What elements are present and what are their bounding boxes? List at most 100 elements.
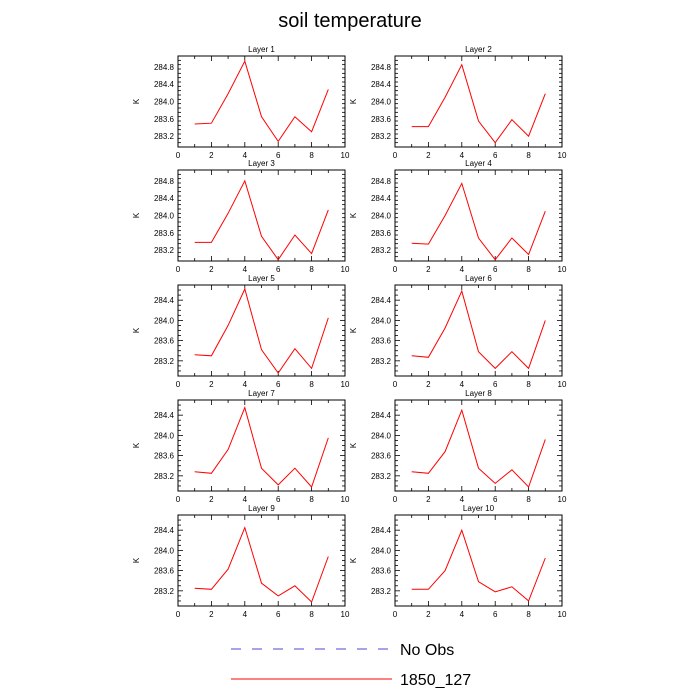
panel-title: Layer 8 — [465, 389, 492, 398]
y-tick-label: 283.6 — [371, 115, 392, 124]
panel-title: Layer 3 — [248, 159, 275, 168]
y-tick-label: 284.0 — [371, 546, 392, 555]
x-tick-label: 2 — [209, 265, 214, 274]
y-tick-label: 284.4 — [371, 526, 392, 535]
panel-title: Layer 7 — [248, 389, 275, 398]
y-tick-label: 283.2 — [371, 472, 392, 481]
x-tick-label: 8 — [309, 610, 314, 619]
y-tick-label: 283.6 — [154, 337, 175, 346]
y-tick-label: 284.4 — [371, 80, 392, 89]
y-tick-label: 284.0 — [371, 98, 392, 107]
x-tick-label: 4 — [243, 495, 248, 504]
panel-title: Layer 9 — [248, 504, 275, 513]
x-tick-label: 10 — [341, 495, 350, 504]
x-tick-label: 6 — [276, 380, 281, 389]
figure-title: soil temperature — [278, 10, 421, 32]
panel-title: Layer 1 — [248, 45, 275, 54]
plot-frame — [394, 514, 563, 607]
x-tick-label: 4 — [460, 610, 465, 619]
x-tick-label: 4 — [460, 495, 465, 504]
y-tick-label: 283.2 — [154, 246, 175, 255]
x-tick-label: 6 — [276, 610, 281, 619]
panel-layer-9: Layer 9 0 2 4 6 8 10 283.2 283.6 284.0 284.4 K — [132, 504, 350, 619]
panel-layer-10: Layer 10 0 2 4 6 8 10 283.2 283.6 284.0 284.4 K — [349, 504, 567, 619]
panel-title: Layer 4 — [465, 159, 492, 168]
y-axis-label: K — [132, 557, 141, 563]
x-tick-label: 2 — [426, 151, 431, 160]
series-line-1850_127 — [411, 528, 546, 602]
x-tick-label: 10 — [558, 495, 567, 504]
y-axis-label: K — [349, 442, 358, 448]
x-tick-label: 4 — [243, 151, 248, 160]
y-tick-label: 284.4 — [154, 411, 175, 420]
y-axis-label: K — [132, 442, 141, 448]
x-tick-label: 2 — [209, 151, 214, 160]
y-tick-label: 283.2 — [371, 246, 392, 255]
plot-frame — [394, 284, 563, 377]
panel-title: Layer 6 — [465, 274, 492, 283]
x-tick-label: 0 — [393, 495, 398, 504]
y-tick-label: 284.8 — [154, 177, 175, 186]
plot-frame — [177, 514, 346, 607]
y-tick-label: 284.0 — [154, 431, 175, 440]
x-tick-label: 2 — [209, 610, 214, 619]
plot-frame — [394, 399, 563, 492]
y-tick-label: 283.6 — [371, 229, 392, 238]
y-tick-label: 283.6 — [371, 452, 392, 461]
y-tick-label: 284.8 — [154, 63, 175, 72]
x-tick-label: 2 — [426, 610, 431, 619]
panels-group: Layer 10 2 4 6 8 10283.2283.6284.0284.4284.8K… — [132, 45, 567, 619]
x-tick-label: 0 — [393, 151, 398, 160]
series-line-1850_127 — [194, 406, 329, 488]
series-line-1850_127 — [411, 289, 546, 370]
y-tick-label: 284.4 — [154, 526, 175, 535]
y-tick-label: 283.2 — [371, 357, 392, 366]
panel-title: Layer 10 — [463, 504, 495, 513]
y-tick-label: 284.8 — [371, 63, 392, 72]
x-tick-label: 8 — [526, 380, 531, 389]
y-tick-label: 283.2 — [371, 132, 392, 141]
x-tick-label: 10 — [341, 380, 350, 389]
x-tick-label: 6 — [493, 380, 498, 389]
x-tick-label: 0 — [176, 380, 181, 389]
x-tick-label: 4 — [460, 380, 465, 389]
x-tick-label: 10 — [558, 151, 567, 160]
panel-layer-7: Layer 7 0 2 4 6 8 10 283.2 283.6 284.0 284.4 K — [132, 389, 350, 504]
y-tick-label: 284.4 — [371, 194, 392, 203]
x-tick-label: 8 — [526, 610, 531, 619]
x-tick-label: 6 — [493, 151, 498, 160]
x-tick-label: 8 — [309, 380, 314, 389]
y-tick-label: 283.6 — [371, 567, 392, 576]
x-tick-label: 0 — [176, 151, 181, 160]
y-tick-label: 284.0 — [154, 316, 175, 325]
x-tick-label: 6 — [493, 610, 498, 619]
x-tick-label: 6 — [276, 151, 281, 160]
y-axis-label: K — [132, 98, 141, 104]
y-tick-label: 284.8 — [371, 177, 392, 186]
y-tick-label: 284.4 — [371, 411, 392, 420]
plot-frame — [177, 399, 346, 492]
x-tick-label: 2 — [426, 380, 431, 389]
y-tick-label: 284.0 — [371, 431, 392, 440]
series-line-1850_127 — [194, 287, 329, 374]
plot-frame — [177, 55, 346, 148]
y-tick-label: 283.2 — [154, 357, 175, 366]
x-tick-label: 10 — [558, 610, 567, 619]
x-tick-label: 8 — [526, 495, 531, 504]
y-tick-label: 283.6 — [371, 337, 392, 346]
series-line-1850_127 — [194, 59, 329, 143]
plot-frame — [177, 284, 346, 377]
x-tick-label: 10 — [558, 380, 567, 389]
panel-layer-8: Layer 8 0 2 4 6 8 10 283.2 283.6 284.0 284.4 K — [349, 389, 567, 504]
plot-frame — [394, 55, 563, 148]
y-axis-label: K — [349, 557, 358, 563]
y-tick-label: 284.0 — [371, 316, 392, 325]
panel-layer-2: Layer 2 0 2 4 6 8 10 283.2 283.6 284.0 284.4 284.8 K — [349, 45, 567, 160]
legend-label-1: No Obs — [400, 642, 454, 659]
x-tick-label: 4 — [243, 265, 248, 274]
x-tick-label: 6 — [276, 495, 281, 504]
series-line-1850_127 — [411, 408, 546, 488]
y-tick-label: 284.4 — [154, 194, 175, 203]
panel-layer-3: Layer 3 0 2 4 6 8 10 283.2 283.6 284.0 284.4 284.8 K — [132, 159, 350, 274]
y-tick-label: 283.2 — [154, 132, 175, 141]
